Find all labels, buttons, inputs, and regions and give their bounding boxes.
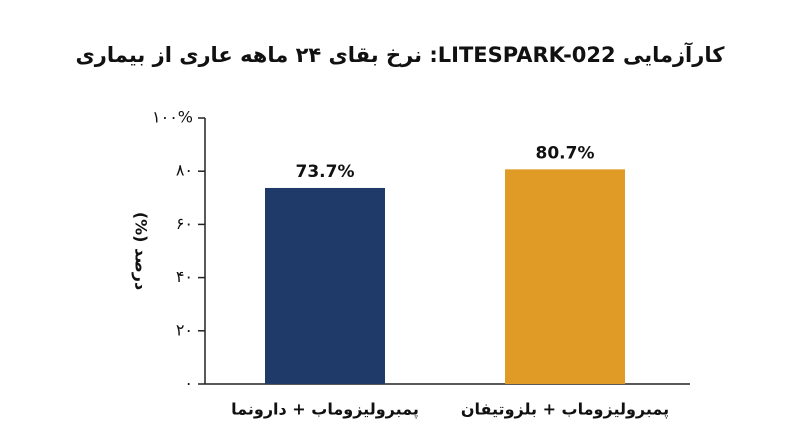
bar [265, 187, 385, 384]
bar [505, 169, 625, 384]
y-axis-label: درصد (%) [132, 212, 151, 290]
y-tick-label: ۰ [184, 374, 193, 393]
x-tick-label: پمبرولیزوماب + بلزوتیفان [461, 400, 669, 420]
y-tick-label: ۲۰ [176, 320, 193, 339]
x-tick-label: پمبرولیزوماب + دارونما [231, 400, 419, 420]
y-tick-label: ۱۰۰% [152, 108, 193, 127]
y-tick-label: ۸۰ [176, 161, 193, 180]
value-label: 80.7% [536, 143, 595, 163]
y-tick-label: ۴۰ [176, 267, 193, 286]
value-label: 73.7% [296, 162, 355, 182]
y-tick-label: ۶۰ [176, 214, 193, 233]
chart-title: کارآزمایی LITESPARK-022: نرخ بقای ۲۴ ماه… [76, 42, 726, 67]
